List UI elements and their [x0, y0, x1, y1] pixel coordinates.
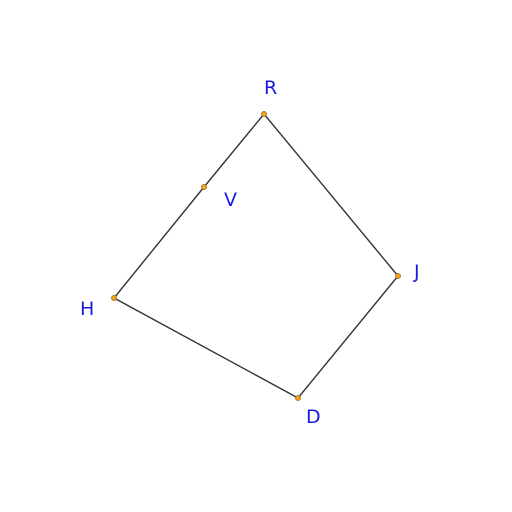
edges	[113, 113, 399, 399]
edge-h-d	[113, 297, 299, 399]
points	[111, 111, 401, 401]
edge-d-j	[297, 275, 399, 399]
point-h	[111, 295, 117, 301]
label-d: D	[306, 406, 321, 428]
edge-r-v	[203, 113, 265, 188]
label-h: H	[80, 298, 94, 320]
point-j	[395, 273, 401, 279]
point-r	[261, 111, 267, 117]
labels: R V H D J	[80, 77, 420, 428]
point-d	[295, 395, 301, 401]
label-r: R	[264, 77, 277, 99]
edge-v-h	[113, 186, 205, 299]
point-v	[201, 184, 207, 190]
label-j: J	[413, 261, 420, 283]
edge-j-r	[263, 113, 399, 277]
label-v: V	[224, 189, 237, 211]
